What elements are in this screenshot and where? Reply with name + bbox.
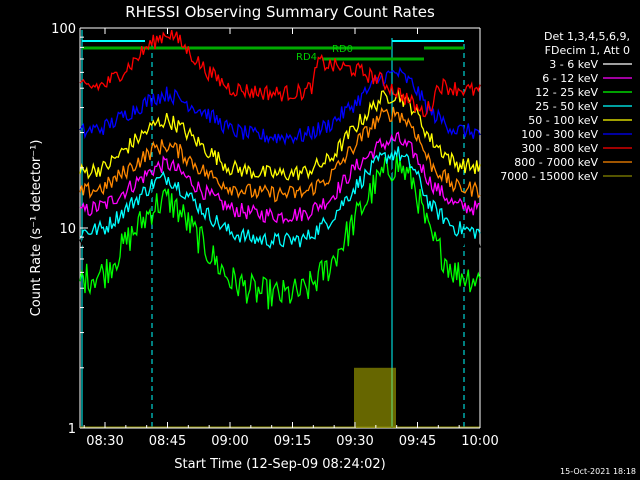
y-tick-label: 1 <box>68 422 76 437</box>
series-5 <box>79 66 481 146</box>
series-1 <box>79 131 481 225</box>
x-tick-label: 09:15 <box>274 434 311 449</box>
axis-layer: 08:30 08:45 09:00 09:15 09:30 09:45 10:00 1 10 10… <box>51 22 499 449</box>
series-line-2 <box>79 154 481 310</box>
legend-label: 100 - 300 keV <box>521 128 598 141</box>
series-line-6 <box>79 29 481 118</box>
x-tick-label: 09:30 <box>336 434 373 449</box>
series-line-7 <box>79 106 481 203</box>
series-3 <box>79 146 481 250</box>
series-line-1 <box>79 131 481 225</box>
y-tick-label: 100 <box>51 22 76 37</box>
legend-label: 300 - 800 keV <box>521 142 598 155</box>
series-6 <box>79 29 481 118</box>
x-tick-label: 09:00 <box>211 434 248 449</box>
series-line-5 <box>79 66 481 146</box>
series-layer <box>79 29 481 428</box>
rd4-label: RD4 <box>296 52 317 63</box>
legend-label: 50 - 100 keV <box>528 114 598 127</box>
x-tick-label: 08:30 <box>86 434 123 449</box>
footer-date: 15-Oct-2021 18:18 <box>560 467 636 476</box>
x-tick-label: 10:00 <box>461 434 498 449</box>
legend-label: 25 - 50 keV <box>535 100 598 113</box>
rd0-label: RD0 <box>332 44 353 55</box>
legend-label: 6 - 12 keV <box>542 72 598 85</box>
legend: Det 1,3,4,5,6,9, FDecim 1, Att 0 3 - 6 k… <box>500 30 632 183</box>
legend-label: 800 - 7000 keV <box>514 156 598 169</box>
legend-header-line-1: Det 1,3,4,5,6,9, <box>544 30 630 43</box>
x-tick-label: 09:45 <box>399 434 436 449</box>
legend-header-line-2: FDecim 1, Att 0 <box>545 44 630 57</box>
series-0 <box>79 166 481 294</box>
x-axis-label: Start Time (12-Sep-09 08:24:02) <box>174 457 385 472</box>
attenuator-markers <box>81 30 465 428</box>
series-4 <box>79 88 481 181</box>
legend-label: 12 - 25 keV <box>535 86 598 99</box>
series-7 <box>79 106 481 203</box>
x-tick-label: 08:45 <box>149 434 186 449</box>
rate-decimation-bars: RD0 RD4 <box>82 44 464 63</box>
series-line-4 <box>79 88 481 181</box>
y-tick-label: 10 <box>59 222 76 237</box>
series-line-3 <box>79 146 481 250</box>
chart-title: RHESSI Observing Summary Count Rates <box>125 3 435 21</box>
legend-label: 3 - 6 keV <box>549 58 598 71</box>
series-2 <box>79 154 481 310</box>
legend-label: 7000 - 15000 keV <box>500 170 598 183</box>
y-axis-label: Count Rate (s⁻¹ detector⁻¹) <box>29 140 44 317</box>
series-line-0 <box>79 166 481 294</box>
